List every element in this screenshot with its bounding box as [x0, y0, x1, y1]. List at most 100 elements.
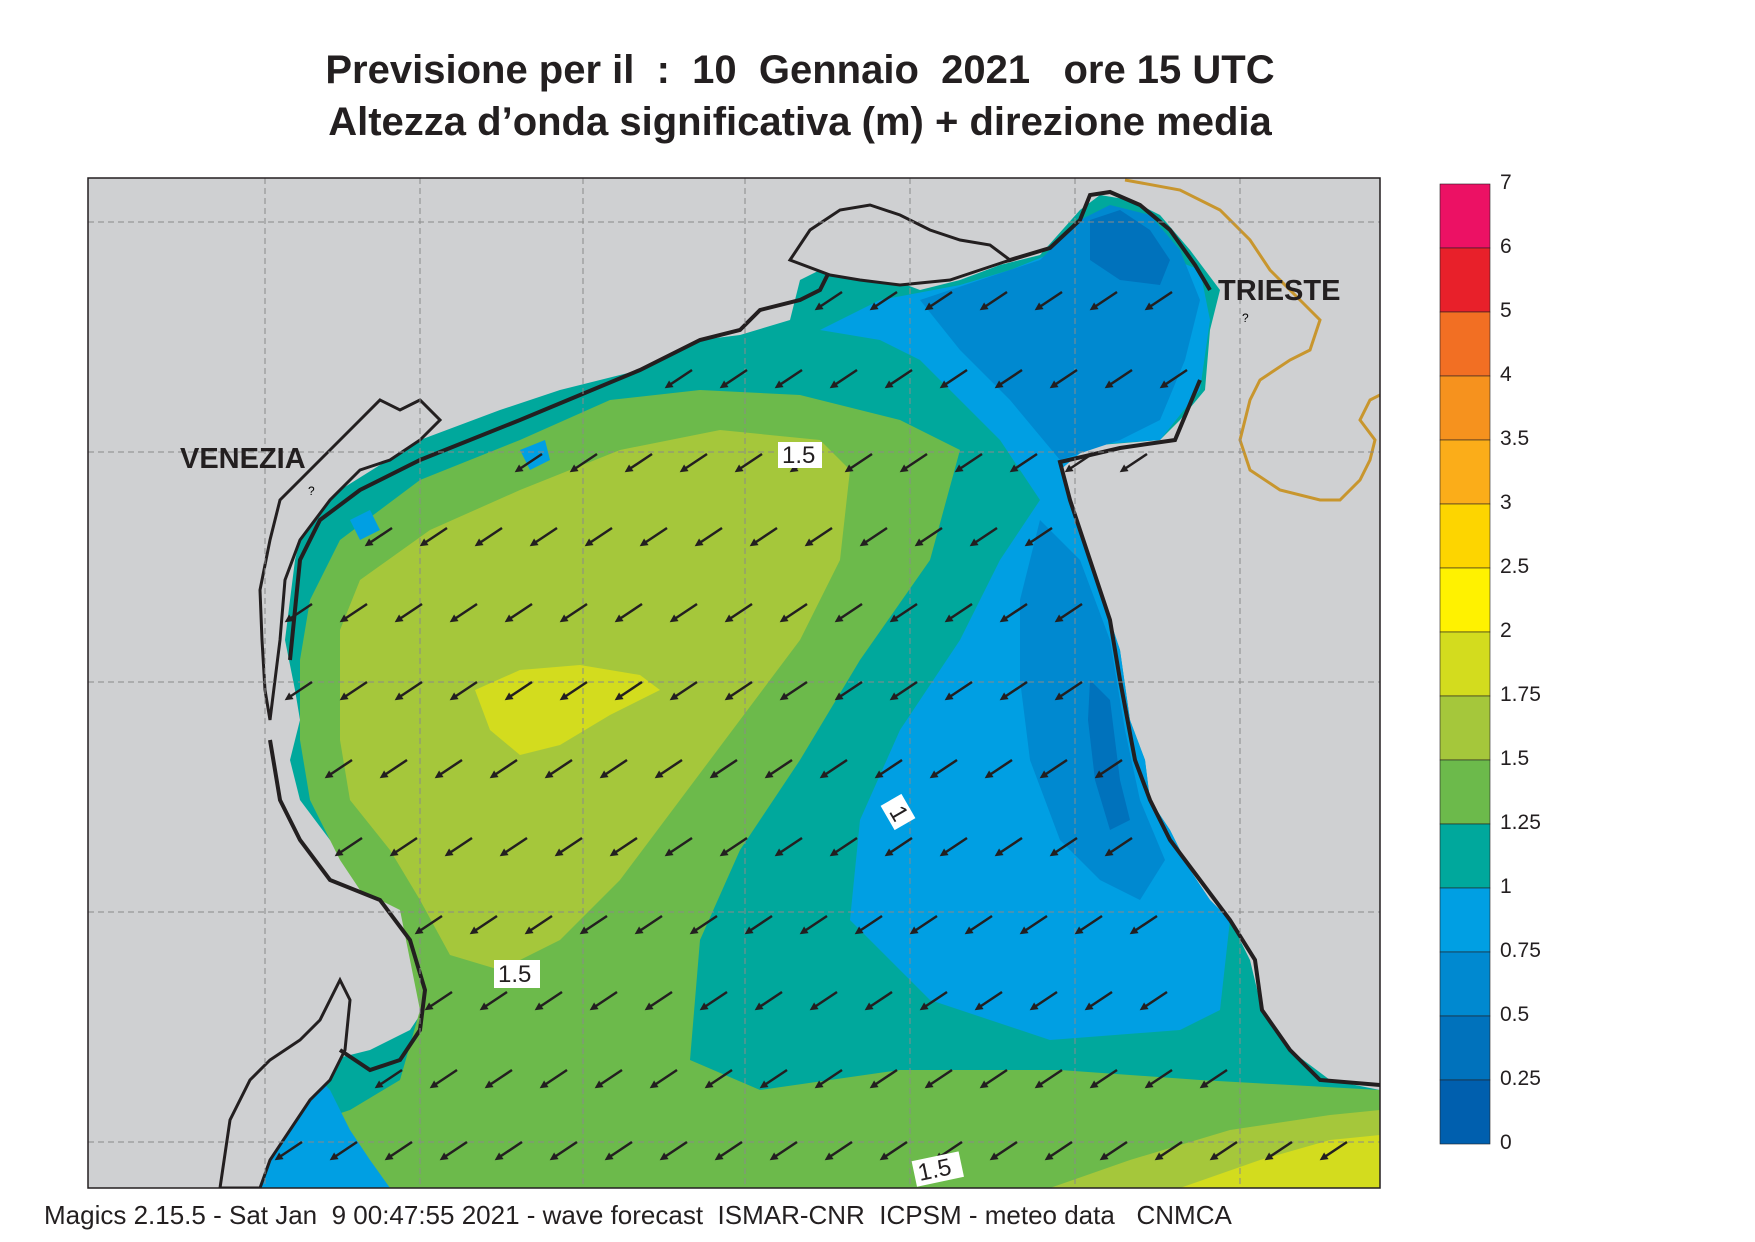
wave-arrow — [889, 680, 918, 701]
wave-arrow — [669, 680, 698, 701]
wave-arrow — [854, 914, 883, 935]
wave-arrow — [1024, 526, 1053, 547]
legend-level-label: 3.5 — [1500, 427, 1530, 450]
wave-arrow — [919, 990, 948, 1011]
wave-arrow — [709, 758, 738, 779]
wave-arrow — [584, 526, 613, 547]
wave-arrow — [929, 758, 958, 779]
legend-swatch — [1439, 375, 1491, 441]
legend-level-label: 1 — [1500, 875, 1512, 898]
wave-arrow — [1199, 1068, 1228, 1089]
wave-arrow — [324, 758, 353, 779]
wave-arrow — [389, 836, 418, 857]
legend-swatch — [1439, 503, 1491, 569]
wave-arrow — [449, 602, 478, 623]
wave-arrow — [834, 680, 863, 701]
wave-arrow — [979, 1068, 1008, 1089]
wave-arrow — [924, 290, 953, 311]
wave-arrow — [1049, 368, 1078, 389]
wave-arrow — [1099, 1140, 1128, 1161]
wave-arrow — [1129, 914, 1158, 935]
wave-arrow — [1104, 368, 1133, 389]
wave-arrow — [374, 1068, 403, 1089]
footer-credits: Magics 2.15.5 - Sat Jan 9 00:47:55 2021 … — [44, 1200, 1232, 1230]
wave-arrow — [679, 452, 708, 473]
wave-arrow — [719, 368, 748, 389]
sea-area — [1088, 680, 1130, 830]
legend-swatch — [1439, 439, 1491, 505]
wave-arrow — [649, 1068, 678, 1089]
wave-arrow — [1159, 368, 1188, 389]
wave-arrow — [1034, 290, 1063, 311]
wave-arrow — [864, 990, 893, 1011]
wave-arrow — [809, 990, 838, 1011]
wave-arrow — [974, 990, 1003, 1011]
wave-arrow — [639, 526, 668, 547]
city-label-trieste: TRIESTE — [1218, 275, 1340, 307]
legend-level-label: 7 — [1500, 171, 1512, 194]
istria-coast — [1057, 379, 1380, 1087]
wave-arrow — [434, 758, 463, 779]
wave-arrow — [614, 602, 643, 623]
wave-arrow — [534, 990, 563, 1011]
wave-arrow — [749, 526, 778, 547]
legend-swatch — [1439, 823, 1491, 889]
wave-arrow — [1054, 680, 1083, 701]
wave-arrow — [924, 1068, 953, 1089]
city-marker-venezia: ? — [308, 484, 315, 498]
wave-arrow — [1019, 914, 1048, 935]
wave-arrow — [909, 914, 938, 935]
legend-level-label: 2 — [1500, 619, 1512, 642]
legend-swatch — [1439, 759, 1491, 825]
wave-arrow — [744, 914, 773, 935]
wave-arrow — [714, 1140, 743, 1161]
wave-arrow — [379, 758, 408, 779]
wave-arrow — [834, 602, 863, 623]
wave-arrow — [899, 452, 928, 473]
wave-arrow — [969, 526, 998, 547]
wave-arrow — [884, 836, 913, 857]
contour-label: 1 — [880, 793, 916, 831]
wave-arrow — [489, 758, 518, 779]
wave-arrow — [594, 1068, 623, 1089]
contour-label: 1.5 — [494, 960, 540, 988]
grado-lagoon-land — [787, 203, 1014, 287]
wave-arrow — [539, 1068, 568, 1089]
legend-swatch — [1439, 695, 1491, 761]
legend-level-label: 5 — [1500, 299, 1512, 322]
wave-arrow — [654, 758, 683, 779]
wave-arrow — [1104, 836, 1133, 857]
wave-arrow — [979, 290, 1008, 311]
legend-color-bar — [1439, 183, 1491, 1145]
wave-arrow — [284, 680, 313, 701]
wave-arrow — [284, 602, 313, 623]
wave-arrow — [364, 526, 393, 547]
wave-arrow — [1054, 602, 1083, 623]
wave-arrow — [1154, 1140, 1183, 1161]
wave-arrow — [774, 836, 803, 857]
sea-area — [350, 510, 380, 540]
wave-arrow — [779, 680, 808, 701]
legend-level-label: 0 — [1500, 1131, 1512, 1154]
wave-arrow — [1029, 990, 1058, 1011]
wave-arrow — [1119, 452, 1148, 473]
wave-arrow — [664, 836, 693, 857]
wave-arrow — [554, 836, 583, 857]
wave-arrow — [504, 680, 533, 701]
wave-arrow — [999, 602, 1028, 623]
wave-arrow — [1049, 836, 1078, 857]
legend-level-label: 1.75 — [1500, 683, 1541, 706]
wave-arrow — [664, 368, 693, 389]
wave-arrow — [859, 526, 888, 547]
wave-arrow — [644, 990, 673, 1011]
wave-arrow — [1064, 452, 1093, 473]
wave-direction-arrows — [274, 290, 1348, 1161]
city-marker-trieste: ? — [1242, 311, 1249, 325]
legend-swatch — [1439, 183, 1491, 249]
wave-arrow — [1039, 758, 1068, 779]
wave-arrow — [474, 526, 503, 547]
wave-arrow — [1144, 290, 1173, 311]
wave-arrow — [334, 836, 363, 857]
wave-arrow — [939, 836, 968, 857]
wave-arrow — [494, 1140, 523, 1161]
